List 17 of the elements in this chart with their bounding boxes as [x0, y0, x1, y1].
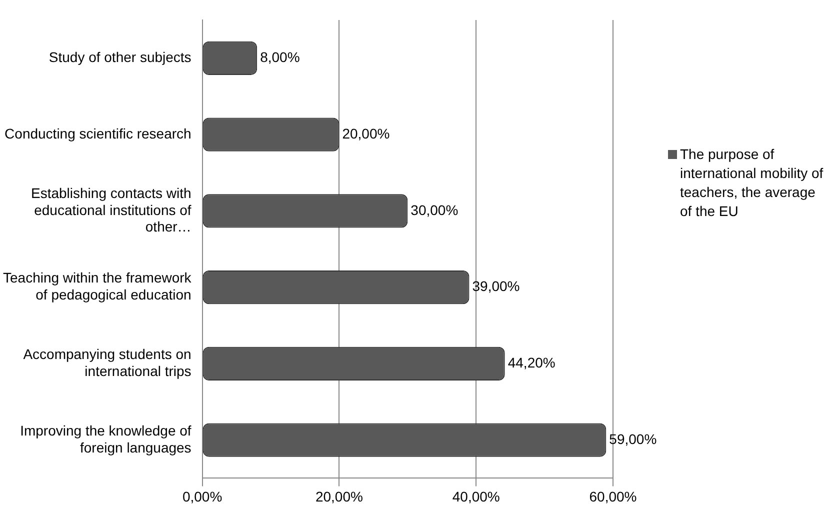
data-label: 39,00%	[472, 278, 520, 294]
y-tick-label: Study of other subjects	[48, 49, 192, 66]
legend-label: The purpose of international mobility of teachers, the average of the EU	[680, 145, 824, 221]
x-tick-label: 40,00%	[452, 488, 500, 504]
y-tick-label: Establishing contacts with educational institutions of other…	[30, 184, 192, 235]
data-label: 20,00%	[342, 125, 390, 142]
x-tick-label: 0,00%	[182, 488, 222, 504]
data-label: 59,00%	[609, 430, 657, 447]
y-tick-label: Conducting scientific research	[4, 125, 192, 142]
y-tick-label: Accompanying students on international trips	[23, 346, 192, 379]
y-tick-label: Teaching within the framework of pedagogical education	[2, 270, 192, 303]
data-label: 8,00%	[260, 49, 300, 66]
data-label: 44,20%	[508, 354, 556, 371]
y-tick-label: Improving the knowledge of foreign languages	[20, 422, 192, 456]
x-tick-label: 60,00%	[589, 488, 637, 504]
data-label: 30,00%	[410, 202, 458, 218]
x-tick-label: 20,00%	[315, 488, 363, 504]
